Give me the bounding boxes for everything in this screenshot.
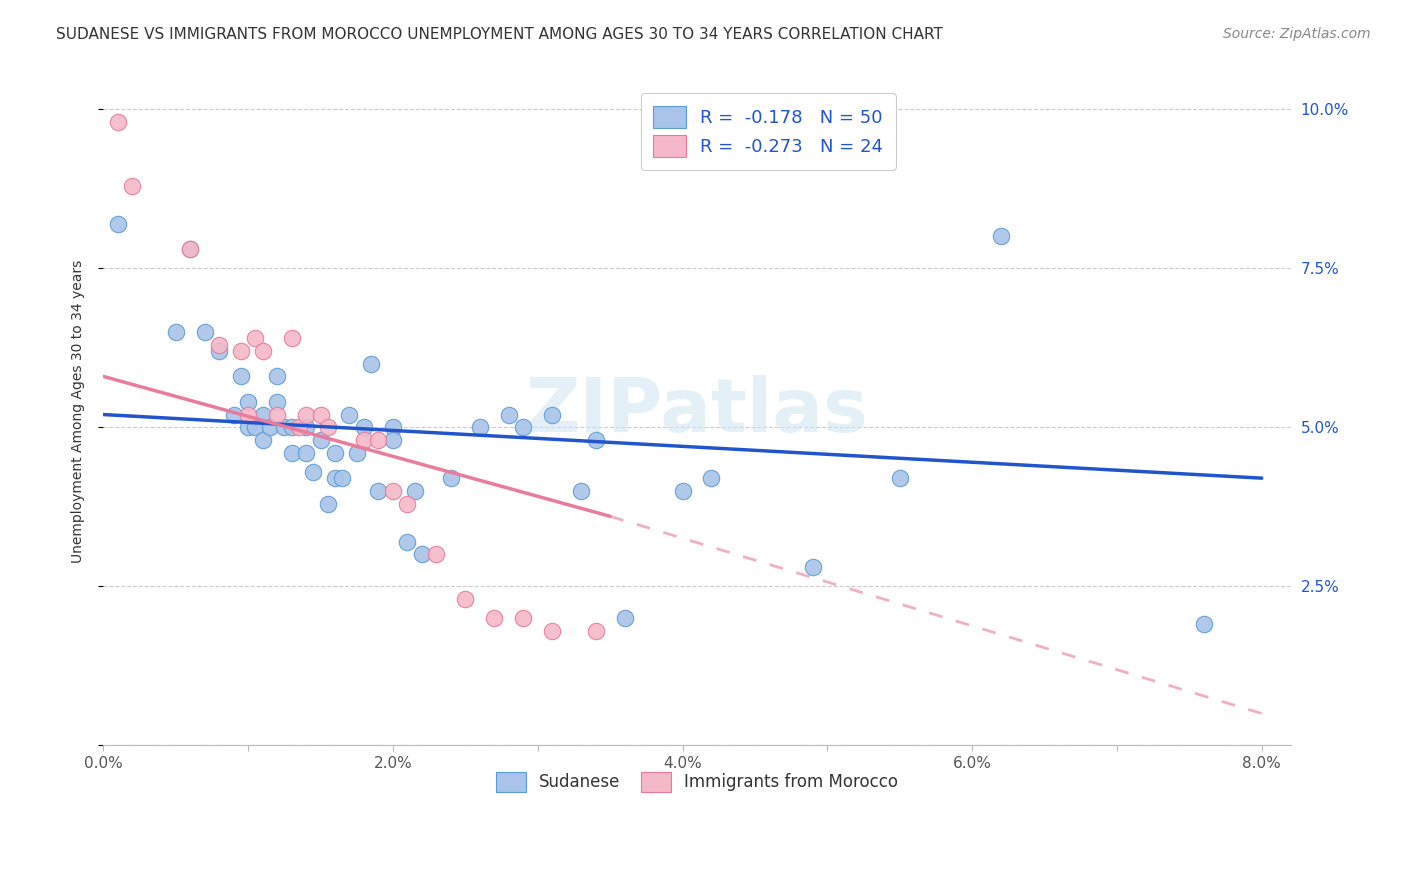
Point xyxy=(671,483,693,498)
Point xyxy=(498,408,520,422)
Y-axis label: Unemployment Among Ages 30 to 34 years: Unemployment Among Ages 30 to 34 years xyxy=(72,260,86,563)
Point xyxy=(353,420,375,434)
Point xyxy=(280,446,302,460)
Point xyxy=(541,624,564,638)
Point xyxy=(252,408,274,422)
Point xyxy=(252,343,274,358)
Point xyxy=(613,611,636,625)
Point xyxy=(889,471,911,485)
Point xyxy=(346,446,368,460)
Point xyxy=(229,343,252,358)
Text: SUDANESE VS IMMIGRANTS FROM MOROCCO UNEMPLOYMENT AMONG AGES 30 TO 34 YEARS CORRE: SUDANESE VS IMMIGRANTS FROM MOROCCO UNEM… xyxy=(56,27,943,42)
Point xyxy=(273,420,295,434)
Text: ZIPatlas: ZIPatlas xyxy=(526,375,869,448)
Point xyxy=(367,433,389,447)
Point xyxy=(194,325,217,339)
Point xyxy=(266,394,288,409)
Point xyxy=(425,548,447,562)
Point xyxy=(236,408,259,422)
Point xyxy=(309,408,332,422)
Point xyxy=(512,611,534,625)
Point xyxy=(381,483,404,498)
Point xyxy=(484,611,506,625)
Point xyxy=(295,408,318,422)
Point xyxy=(990,229,1012,244)
Point xyxy=(541,408,564,422)
Point xyxy=(585,624,607,638)
Point xyxy=(360,357,382,371)
Point xyxy=(302,465,325,479)
Point xyxy=(367,483,389,498)
Point xyxy=(1192,617,1215,632)
Point xyxy=(585,433,607,447)
Point xyxy=(381,433,404,447)
Point xyxy=(245,331,267,345)
Point xyxy=(222,408,245,422)
Point xyxy=(396,534,419,549)
Point xyxy=(179,242,201,256)
Point xyxy=(468,420,491,434)
Point xyxy=(107,217,129,231)
Point xyxy=(353,433,375,447)
Legend: Sudanese, Immigrants from Morocco: Sudanese, Immigrants from Morocco xyxy=(484,760,910,804)
Point xyxy=(208,343,231,358)
Point xyxy=(295,446,318,460)
Text: Source: ZipAtlas.com: Source: ZipAtlas.com xyxy=(1223,27,1371,41)
Point xyxy=(266,408,288,422)
Point xyxy=(454,592,477,607)
Point xyxy=(266,369,288,384)
Point xyxy=(323,471,346,485)
Point xyxy=(295,420,318,434)
Point xyxy=(259,420,281,434)
Point xyxy=(107,115,129,129)
Point xyxy=(280,331,302,345)
Point xyxy=(165,325,187,339)
Point xyxy=(236,420,259,434)
Point xyxy=(512,420,534,434)
Point xyxy=(288,420,311,434)
Point xyxy=(381,420,404,434)
Point xyxy=(569,483,592,498)
Point xyxy=(700,471,723,485)
Point xyxy=(245,420,267,434)
Point xyxy=(179,242,201,256)
Point xyxy=(801,560,824,574)
Point xyxy=(236,394,259,409)
Point xyxy=(323,446,346,460)
Point xyxy=(121,178,143,193)
Point xyxy=(280,420,302,434)
Point xyxy=(252,433,274,447)
Point xyxy=(440,471,463,485)
Point xyxy=(309,433,332,447)
Point xyxy=(404,483,426,498)
Point xyxy=(396,497,419,511)
Point xyxy=(316,420,339,434)
Point xyxy=(229,369,252,384)
Point xyxy=(411,548,433,562)
Point xyxy=(339,408,361,422)
Point xyxy=(330,471,353,485)
Point xyxy=(316,497,339,511)
Point xyxy=(208,337,231,351)
